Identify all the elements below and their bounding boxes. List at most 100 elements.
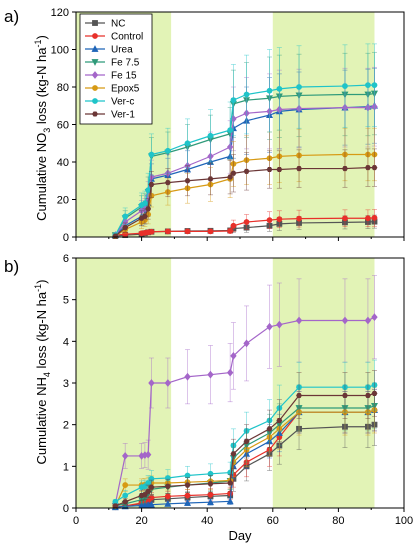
y-tick-label: 80 [57, 82, 69, 94]
data-point [122, 225, 129, 231]
data-point [230, 170, 237, 176]
data-point [276, 320, 283, 329]
legend-marker [92, 20, 98, 26]
legend-item: Ver-1 [85, 110, 135, 121]
data-point [147, 500, 155, 508]
panel-a: 0 20 40 60 80 100 120 a) Cumulative NO3 loss (… [4, 7, 405, 244]
legend-item: Epox5 [85, 84, 140, 95]
x-tick-label: 40 [201, 515, 213, 527]
data-point [276, 85, 283, 92]
y-axis-ticks: 0 20 40 60 80 100 120 [51, 7, 76, 244]
data-point [243, 168, 250, 174]
data-point [148, 484, 155, 490]
y-axis-title-part: ) [34, 280, 49, 284]
panel-label: a) [4, 7, 19, 26]
data-point [184, 492, 191, 499]
data-point [296, 392, 302, 399]
data-point [276, 166, 283, 173]
legend-marker [92, 111, 98, 117]
y-axis-title-part: ) [34, 35, 49, 39]
data-point [342, 215, 348, 222]
data-point [243, 438, 250, 444]
legend-marker [92, 85, 98, 91]
data-point [148, 151, 155, 158]
data-point [207, 481, 214, 487]
legend-item: NC [85, 19, 125, 30]
series-ver-1 [112, 148, 378, 239]
data-point [227, 127, 234, 134]
legend-marker [92, 98, 98, 104]
x-tick-label: 100 [395, 515, 413, 527]
data-point [266, 166, 273, 173]
data-point [122, 452, 129, 460]
x-axis-title: Day [228, 528, 252, 543]
data-point [342, 392, 348, 399]
data-point [296, 215, 302, 222]
series-layer [111, 43, 378, 239]
y-axis-title-part: loss (kg-N ha [34, 47, 49, 128]
data-point [365, 82, 371, 89]
data-point [164, 379, 172, 387]
y-axis-title: Cumulative NH4 loss (kg-N ha-1) [33, 280, 52, 465]
y-tick-label: 60 [57, 120, 69, 132]
data-point [164, 180, 171, 186]
y-tick-label: 40 [57, 157, 69, 169]
data-point [164, 228, 171, 235]
data-point [226, 497, 234, 505]
data-point [230, 451, 237, 457]
legend-label: NC [111, 19, 125, 30]
data-point [112, 503, 119, 509]
legend-item: Control [85, 32, 143, 43]
legend-box [79, 13, 153, 125]
y-axis-title-subscript: 4 [42, 372, 52, 377]
legend-item: Urea [85, 45, 133, 56]
data-point [371, 313, 378, 322]
data-point [145, 488, 152, 494]
data-point [148, 379, 155, 387]
y-tick-label: 5 [63, 295, 69, 307]
data-point [276, 417, 283, 424]
data-point [364, 392, 371, 399]
data-point [184, 499, 192, 506]
legend-marker [91, 71, 99, 79]
data-point [295, 316, 303, 325]
legend-item: Ver-c [85, 97, 134, 108]
series-ver-c [112, 43, 378, 239]
data-point [243, 91, 250, 98]
legend-label: Fe 7.5 [111, 58, 140, 69]
data-point [266, 217, 273, 224]
data-point [230, 352, 237, 360]
shaded-regions [76, 258, 375, 508]
legend-label: Control [111, 32, 143, 43]
data-point [371, 214, 378, 221]
data-point [243, 339, 250, 348]
data-point [148, 181, 155, 188]
shaded-region [272, 12, 375, 237]
y-tick-label: 120 [51, 7, 69, 19]
data-point [141, 213, 148, 219]
data-point [230, 97, 237, 104]
data-point [145, 206, 152, 212]
data-point [141, 200, 148, 207]
y-axis-title: Cumulative NO3 loss (kg-N ha-1) [33, 35, 52, 221]
x-axis-ticks: 0 20 40 60 80 100 [73, 508, 413, 527]
data-point [184, 178, 191, 184]
data-point [365, 215, 371, 222]
legend-label: Epox5 [111, 84, 140, 95]
data-point [207, 132, 214, 139]
data-point [184, 228, 191, 235]
y-tick-label: 3 [63, 378, 69, 390]
x-tick-label: 20 [135, 515, 147, 527]
data-point [341, 316, 349, 325]
data-point [266, 426, 273, 432]
y-axis-title-superscript: -1 [33, 284, 43, 292]
y-tick-label: 4 [63, 336, 69, 348]
data-point [296, 166, 302, 172]
legend-item: Fe 7.5 [85, 58, 140, 69]
data-point [371, 390, 378, 396]
y-axis-title-superscript: -1 [33, 39, 43, 47]
y-tick-label: 0 [63, 232, 69, 244]
data-point [144, 450, 152, 459]
